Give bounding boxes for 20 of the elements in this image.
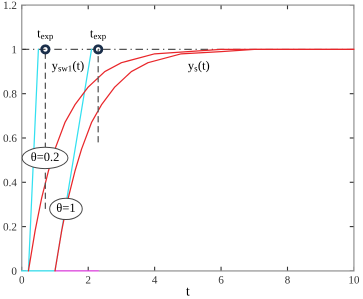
x-tick-label: 2 bbox=[86, 276, 90, 284]
annotation: y$_{sw1}$(t) bbox=[52, 60, 84, 72]
x-tick-label: 6 bbox=[218, 276, 224, 284]
x-tick-label: 8 bbox=[285, 276, 290, 284]
annotation: t$_{exp}$ bbox=[90, 30, 106, 41]
y-tick-label: 0.4 bbox=[3, 178, 17, 186]
y-tick-label: 0.6 bbox=[3, 134, 17, 142]
annotation: θ=0.2 bbox=[31, 152, 59, 162]
y-tick-label: 0.8 bbox=[3, 90, 16, 98]
y-tick-label: 1 bbox=[12, 46, 16, 54]
y-tick-label: 0 bbox=[12, 267, 16, 275]
x-axis-title: t bbox=[186, 288, 190, 296]
x-tick-label: 0 bbox=[19, 276, 24, 284]
x-tick-label: 4 bbox=[152, 276, 158, 284]
annotation: t$_{exp}$ bbox=[37, 30, 53, 41]
y-tick-label: 0.2 bbox=[3, 223, 16, 231]
x-tick-label: 10 bbox=[349, 276, 360, 284]
annotation: y$_{s}$(t) bbox=[188, 60, 210, 72]
y-tick-label: 1.2 bbox=[4, 2, 16, 10]
annotation: θ=1 bbox=[56, 203, 75, 212]
